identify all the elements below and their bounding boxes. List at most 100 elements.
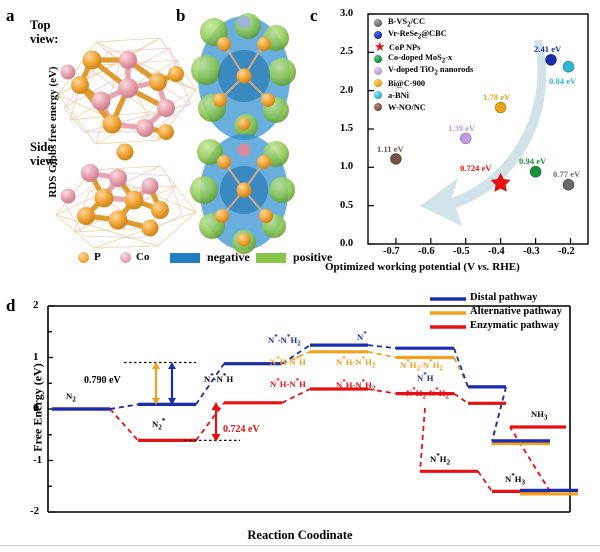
d-state-nstarh-nstarh-alt: N*H-N*H [270, 355, 306, 367]
positive-swatch [256, 252, 286, 263]
d-state-nstarh-nstarh-enz: N*H-N*H [270, 377, 306, 389]
bottom-divider [0, 545, 600, 546]
panel-b-letter: b [176, 6, 186, 25]
d-state-nstar-nstarh2: N*-N*H2 [268, 333, 301, 348]
c-xtick-3: -0.4 [488, 246, 505, 257]
panel-d-plot [47, 297, 578, 513]
w-no-nc-marker-icon [374, 103, 382, 111]
panel-a-top-view-structure [57, 37, 197, 145]
point-label-vr-rese2: 2.41 eV [534, 44, 562, 54]
c-xtick-1: -0.6 [418, 246, 435, 257]
atom-legend-co: Co [120, 251, 149, 263]
d-state-nstarh-nstarh2-alt: N*H-N*H2 [336, 355, 376, 370]
distal-pathway [52, 343, 578, 492]
c-ytick-2: 1.0 [340, 161, 354, 173]
legend-item-vr-rese2-cbc: Vr-ReSe2@CBC [374, 29, 473, 41]
legend-label-cop-nps: CoP NPs [389, 42, 421, 52]
panel-b-side-isosurface [190, 134, 295, 254]
cop-nps-star-icon: ★ [374, 39, 386, 54]
d-yaxis-title: Free Energy (eV) [30, 363, 45, 452]
c-ytick-6: 3.0 [340, 8, 354, 19]
co-atom-label: Co [136, 251, 150, 263]
d-state-nstarh: N*H [417, 371, 434, 383]
negative-label: negative [207, 250, 250, 264]
d-state-nstarh2-nstarh2-enz: N*H2-N*H2 [406, 386, 449, 401]
c-xtick-4: -0.3 [523, 246, 540, 257]
co-doped-mos2-marker-icon [374, 55, 382, 63]
negative-swatch [170, 252, 200, 263]
p-atom-label: P [94, 251, 101, 263]
vr-rese2-cbc-marker-icon [374, 31, 382, 39]
d-state-nh3: NH3 [531, 409, 548, 422]
point-label-w-no-nc: 1.11 eV [377, 144, 404, 154]
atom-group-side [60, 143, 169, 237]
c-xaxis-title: Optimized working potential (V vs. RHE) [325, 261, 520, 273]
isosurface-legend-positive: positive [256, 250, 332, 265]
d-state-n2: N2 [66, 391, 76, 404]
trend-arrow [420, 40, 547, 226]
gap-0790-arrows [152, 362, 176, 405]
gap-0724-arrow [211, 402, 221, 442]
b-vs2-cc-marker-icon [374, 19, 382, 27]
point-label-co-doped-mos2: 0.94 eV [519, 156, 547, 166]
c-xtick-5: -0.2 [558, 246, 575, 257]
atom-group-top [60, 50, 184, 140]
legend-label-bi-c-900: Bi@C-900 [388, 78, 426, 88]
enzymatic-pathway [52, 387, 566, 493]
point-label-cop-nps: 0.724 eV [460, 163, 492, 173]
d-state-nstarh2-nstarh2-alt: N*H2-N*H2 [400, 358, 443, 373]
point-label-a-bni: 0.84 eV [549, 76, 577, 86]
legend-label-v-doped-tio2: V-doped TiO2 nanorods [388, 65, 474, 77]
alternative-pathway [52, 350, 578, 496]
panel-c-legend: B-VS2/CC Vr-ReSe2@CBC ★ CoP NPs Co-doped… [374, 17, 473, 113]
d-state-nstar-nstarh: N*-N*H [204, 372, 234, 384]
d-state-n2-star: N2* [152, 417, 166, 432]
legend-label-vr-rese2-cbc: Vr-ReSe2@CBC [388, 29, 447, 41]
panel-a-letter: a [6, 6, 15, 25]
d-ytick-2: 2 [33, 299, 39, 311]
legend-label-b-vs2-cc: B-VS2/CC [388, 17, 426, 29]
panel-c-plot [367, 13, 589, 245]
d-ytick-0: 0 [33, 402, 39, 414]
panel-d-legend-swatches [430, 297, 466, 329]
v-doped-tio2-marker-icon [374, 67, 382, 75]
c-ytick-3: 1.5 [340, 123, 354, 134]
point-label-v-doped-tio2: 1.39 eV [448, 123, 476, 133]
co-atom-swatch [120, 251, 131, 263]
legend-item-cop-nps: ★ CoP NPs [374, 39, 473, 54]
d-gap-0790: 0.790 eV [84, 375, 121, 386]
panel-d-letter: d [6, 296, 16, 315]
top-view-label: Top view: [30, 18, 59, 46]
d-state-nstarh3: N*H3 [505, 472, 526, 487]
panel-c-letter: c [310, 6, 318, 25]
legend-label-w-no-nc: W-NO/NC [388, 102, 426, 112]
c-ytick-5: 2.5 [340, 46, 354, 58]
panel-a-side-view-structure [55, 143, 197, 249]
legend-label-a-bni: a-BNi [388, 90, 409, 100]
c-ytick-4: 2.0 [340, 84, 354, 96]
c-yaxis-title: RDS Gibbs free energy (eV) [47, 66, 59, 198]
d-legend-distal: Distal pathway [470, 292, 538, 303]
isosurface-legend-negative: negative [170, 250, 250, 265]
legend-item-v-doped-tio2: V-doped TiO2 nanorods [374, 65, 473, 77]
c-ytick-0: 0.0 [340, 238, 354, 249]
legend-item-b-vs2-cc: B-VS2/CC [374, 17, 473, 29]
legend-item-bi-c-900: Bi@C-900 [374, 77, 473, 89]
legend-item-w-no-nc: W-NO/NC [374, 101, 473, 113]
scatter-points [390, 54, 575, 192]
c-xtick-2: -0.5 [453, 246, 470, 257]
point-label-b-vs2-cc: 0.77 eV [553, 169, 581, 179]
c-ytick-1: 0.5 [340, 199, 354, 211]
d-ytick-1b: 1 [33, 350, 39, 363]
point-label-bi-c-900: 1.78 eV [483, 92, 511, 102]
d-state-nstarh2: N*H2 [430, 452, 451, 467]
d-gap-0724: 0.724 eV [223, 424, 260, 435]
p-atom-swatch [78, 251, 89, 263]
a-bni-marker-icon [374, 91, 382, 99]
bi-c-900-marker-icon [374, 79, 382, 87]
c-xtick-0: -0.7 [383, 246, 400, 257]
d-legend-alternative: Alternative pathway [470, 306, 562, 317]
d-ytick-m1: -1 [33, 453, 43, 466]
